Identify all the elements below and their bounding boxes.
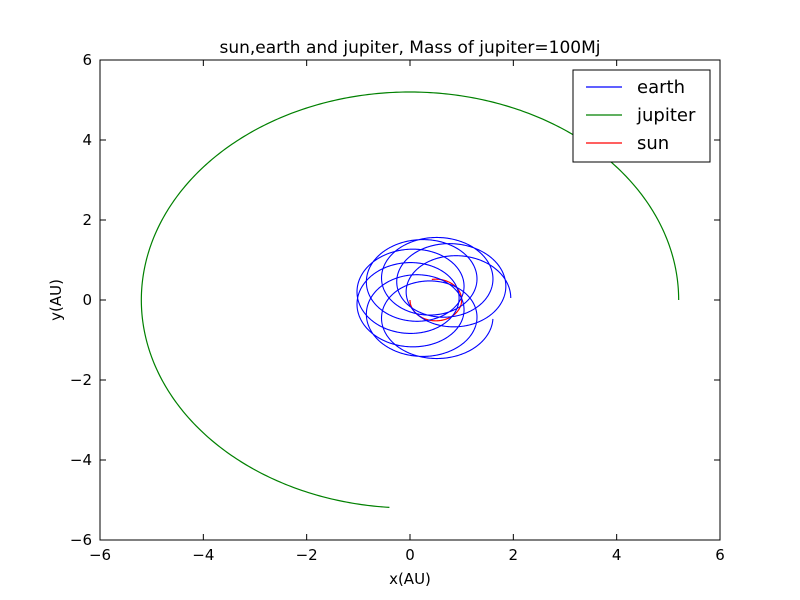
y-tick-label: 4 [82, 131, 92, 149]
x-tick-label: −6 [89, 546, 111, 564]
x-tick-label: 2 [509, 546, 519, 564]
x-tick-label: −4 [192, 546, 214, 564]
legend-label-jupiter: jupiter [636, 105, 696, 126]
x-tick-label: −2 [296, 546, 318, 564]
x-tick-label: 4 [612, 546, 622, 564]
y-tick-label: 2 [82, 211, 92, 229]
y-tick-label: 0 [82, 291, 92, 309]
x-axis-label: x(AU) [389, 570, 431, 588]
legend-label-sun: sun [637, 133, 669, 154]
y-tick-label: −6 [70, 531, 92, 549]
tick-layer: −6 −4 −2 0 2 4 6 −6 −4 −2 0 2 4 6 [70, 51, 725, 564]
legend-label-earth: earth [637, 77, 685, 98]
y-tick-label: −4 [70, 451, 92, 469]
series-earth [356, 236, 512, 360]
x-tick-label: 6 [715, 546, 725, 564]
x-tick-label: 0 [405, 546, 415, 564]
y-tick-label: 6 [82, 51, 92, 69]
legend-box [572, 69, 711, 163]
chart-title: sun,earth and jupiter, Mass of jupiter=1… [219, 38, 600, 58]
y-axis-label: y(AU) [47, 279, 65, 321]
y-tick-label: −2 [70, 371, 92, 389]
legend: earth jupiter sun [572, 69, 711, 163]
plot-frame [99, 59, 721, 541]
